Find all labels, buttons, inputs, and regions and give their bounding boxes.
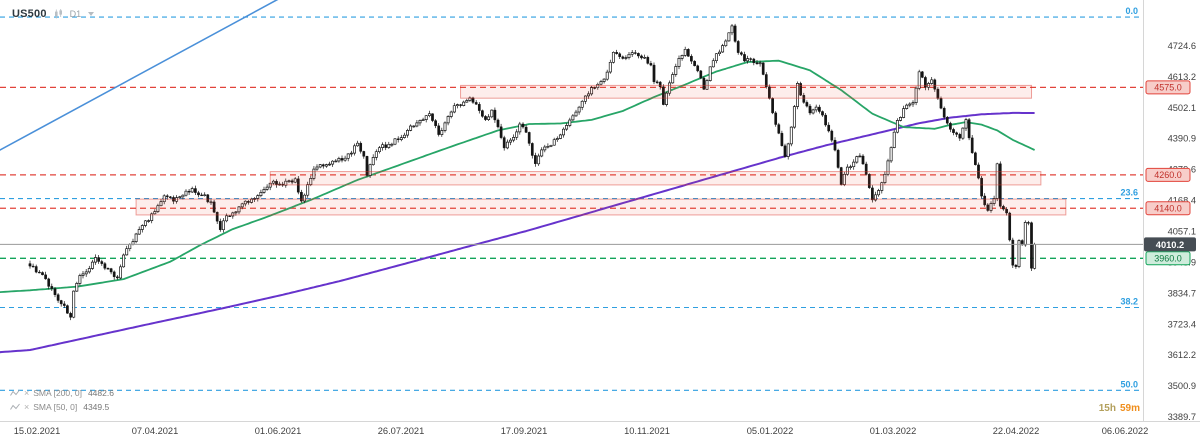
countdown-hours: 15h: [1098, 403, 1116, 414]
supply-zone[interactable]: [460, 84, 1033, 99]
date-tick-label: 26.07.2021: [378, 426, 425, 436]
price-tick-label: 4057.1: [1168, 227, 1196, 237]
price-tick-label: 4168.4: [1168, 196, 1196, 206]
fibonacci-label: 0.0: [1125, 6, 1138, 16]
price-tick-label: 4502.1: [1168, 103, 1196, 113]
price-tick-label: 4724.6: [1168, 41, 1196, 51]
price-tick-label: 3500.9: [1168, 381, 1196, 391]
chart-header: US500 D1: [12, 8, 95, 20]
date-tick-label: 10.11.2021: [624, 426, 670, 436]
current-price-badge: [1144, 237, 1196, 252]
countdown-minutes: 59m: [1119, 403, 1140, 414]
chevron-down-icon[interactable]: [88, 12, 95, 16]
fibonacci-label: 23.6: [1120, 188, 1138, 198]
indicator-label: SMA [50, 0]: [33, 402, 78, 412]
price-tick-label: 3612.2: [1168, 350, 1196, 360]
indicator-value: 4482.6: [87, 388, 114, 398]
price-axis[interactable]: 4724.64613.24502.14390.94279.64168.44057…: [1168, 41, 1196, 422]
supply-zone[interactable]: [135, 198, 1067, 216]
indicator-row-sma200[interactable]: × SMA [200, 0] 4482.6: [10, 386, 114, 400]
date-tick-label: 01.06.2021: [255, 426, 302, 436]
indicator-label: SMA [200, 0]: [33, 388, 82, 398]
price-tick-label: 3389.7: [1168, 412, 1196, 422]
sma200-line[interactable]: [0, 111, 1035, 354]
price-level-badge: [1145, 80, 1191, 95]
price-level-badge-label: 3960.0: [1154, 254, 1182, 264]
price-tick-label: 4613.2: [1168, 72, 1196, 82]
current-price-badge-label: 4010.2: [1156, 240, 1184, 250]
price-tick-label: 3834.7: [1168, 288, 1196, 298]
fibonacci-label: 38.2: [1120, 297, 1138, 307]
trendline[interactable]: [0, 0, 280, 154]
timeframe-label[interactable]: D1: [69, 9, 82, 19]
sma50-line[interactable]: [0, 59, 1035, 294]
price-level-badge: [1145, 251, 1191, 266]
price-level-badge: [1145, 201, 1191, 216]
symbol-label[interactable]: US500: [12, 8, 47, 20]
indicator-legend: × SMA [200, 0] 4482.6 × SMA [50, 0] 4349…: [10, 386, 114, 414]
date-tick-label: 15.02.2021: [14, 426, 61, 436]
price-level-badge-label: 4575.0: [1154, 83, 1182, 93]
indicator-wave-icon: [10, 403, 20, 411]
price-level-badge: [1145, 167, 1191, 182]
price-level-badge-label: 4140.0: [1154, 204, 1182, 214]
fibonacci-label: 50.0: [1120, 379, 1138, 389]
bar-close-countdown: 15h 59m: [1099, 403, 1140, 414]
supply-zone[interactable]: [269, 171, 1042, 186]
date-tick-label: 07.04.2021: [132, 426, 179, 436]
date-tick-label: 01.03.2022: [870, 426, 917, 436]
remove-indicator-icon[interactable]: ×: [24, 401, 30, 412]
date-tick-label: 05.01.2022: [747, 426, 794, 436]
chart-type-icon[interactable]: [54, 9, 63, 19]
date-tick-label: 17.09.2021: [501, 426, 548, 436]
date-tick-label: 06.06.2022: [1102, 426, 1149, 436]
bull-candles: [72, 25, 1037, 318]
remove-indicator-icon[interactable]: ×: [24, 387, 30, 398]
indicator-value: 4349.5: [83, 402, 110, 412]
price-tick-label: 4390.9: [1168, 134, 1196, 144]
price-tick-label: 3723.4: [1168, 319, 1196, 329]
time-axis[interactable]: 15.02.2021 07.04.2021 01.06.2021 26.07.2021…: [14, 426, 1149, 436]
date-tick-label: 22.04.2022: [993, 426, 1040, 436]
indicator-wave-icon: [10, 389, 20, 397]
indicator-row-sma50[interactable]: × SMA [50, 0] 4349.5: [10, 400, 114, 414]
plot-area[interactable]: [0, 0, 1143, 391]
price-level-badge-label: 4260.0: [1154, 170, 1182, 180]
bear-candles: [28, 25, 1033, 318]
